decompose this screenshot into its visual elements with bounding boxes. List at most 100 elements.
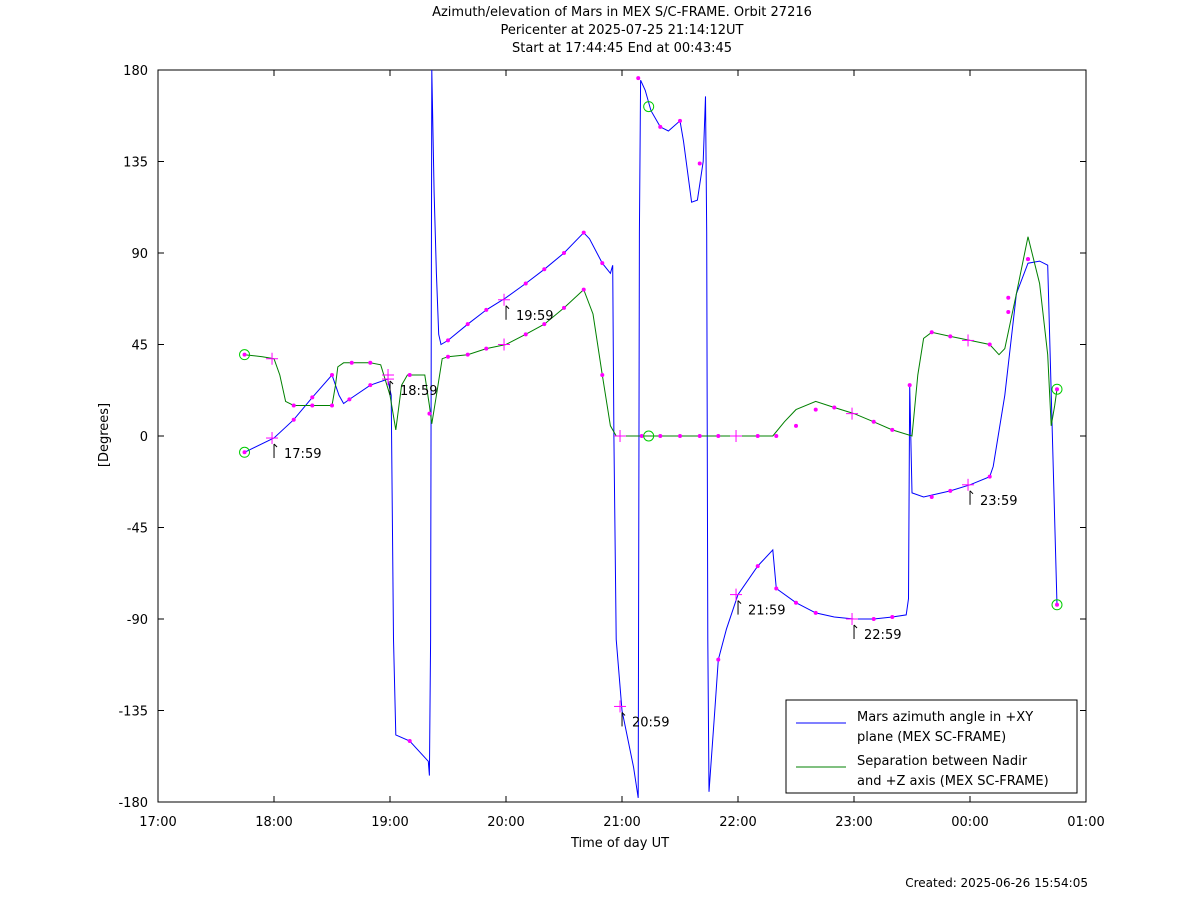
y-tick-label: 135 — [123, 156, 148, 171]
azimuth-marker — [871, 617, 876, 621]
separation-marker — [948, 334, 953, 339]
event-circle-marker — [1051, 599, 1063, 611]
azimuth-marker — [562, 251, 566, 255]
y-tick-label: -135 — [118, 705, 148, 720]
hour-label-arrow — [853, 624, 858, 629]
azimuth-marker — [890, 614, 895, 619]
azimuth-marker — [523, 281, 528, 286]
azimuth-marker — [368, 383, 373, 388]
event-circle-marker — [1051, 383, 1063, 395]
azimuth-marker — [1055, 602, 1059, 607]
azimuth-marker — [948, 488, 953, 493]
y-tick-label: 0 — [140, 430, 148, 445]
x-tick-label: 18:00 — [255, 815, 292, 830]
y-tick-label: -180 — [118, 796, 148, 811]
separation-marker — [987, 342, 992, 347]
separation-marker — [697, 434, 702, 438]
x-tick-label: 17:00 — [139, 815, 176, 830]
separation-marker — [871, 419, 876, 424]
separation-marker — [1006, 295, 1011, 300]
separation-marker — [755, 434, 760, 438]
chart-title-line-1: Azimuth/elevation of Mars in MEX S/C-FRA… — [432, 5, 812, 20]
y-tick-label: 180 — [123, 64, 148, 79]
axis-ticks: 17:00 18:00 19:00 20:00 21:00 22:00 23:00 00:00… — [118, 64, 1104, 830]
hour-label: 21:59 — [748, 604, 785, 619]
azimuth-marker — [794, 600, 798, 605]
azimuth-marker — [1006, 309, 1011, 314]
azimuth-marker — [636, 76, 641, 81]
legend: Mars azimuth angle in +XY plane (MEX SC-… — [785, 699, 1078, 794]
hour-label-arrow — [273, 443, 278, 448]
separation-marker — [581, 287, 586, 292]
separation-marker — [291, 403, 296, 408]
azimuth-marker — [755, 564, 760, 569]
legend-label-azimuth-line-2: plane (MEX SC-FRAME) — [857, 730, 1006, 745]
azimuth-marker — [678, 118, 682, 123]
separation-marker — [427, 411, 432, 416]
separation-marker — [349, 360, 354, 365]
hour-label: 20:59 — [632, 715, 669, 730]
separation-marker — [330, 403, 334, 408]
x-tick-label: 19:00 — [371, 815, 408, 830]
azimuth-marker — [465, 322, 470, 327]
hour-label: 19:59 — [516, 309, 553, 324]
hour-label-arrow — [505, 305, 510, 310]
separation-marker — [678, 434, 682, 438]
hour-label-arrow — [969, 490, 974, 495]
y-tick-label: -45 — [127, 522, 148, 537]
azimuth-marker — [242, 450, 247, 455]
x-tick-label: 01:00 — [1067, 815, 1104, 830]
chart-title-line-2: Pericenter at 2025-07-25 21:14:12UT — [500, 23, 744, 38]
y-tick-label: 45 — [131, 339, 148, 354]
azimuth-marker — [907, 383, 912, 388]
event-circle-marker — [239, 446, 251, 458]
separation-marker — [774, 434, 779, 438]
separation-marker — [890, 427, 895, 432]
series-line-azimuth — [244, 69, 1058, 798]
azimuth-marker — [716, 657, 721, 662]
separation-marker — [832, 405, 837, 410]
separation-marker — [368, 360, 373, 365]
azimuth-marker — [291, 417, 296, 422]
event-circle-marker — [239, 349, 251, 361]
azimuth-marker — [697, 161, 702, 166]
azimuth-marker — [407, 739, 412, 743]
hour-label-arrow — [621, 712, 626, 716]
x-tick-label: 22:00 — [719, 815, 756, 830]
series-layer — [244, 69, 1058, 798]
legend-label-separation-line-2: and +Z axis (MEX SC-FRAME) — [857, 774, 1049, 789]
separation-marker — [523, 332, 528, 337]
annotation-layer: 17:59 18:59 19:59 20:59 21:59 22:59 23:59 — [266, 293, 1017, 730]
azimuth-marker — [542, 267, 547, 272]
azimuth-marker — [600, 261, 605, 266]
azimuth-marker — [347, 397, 352, 402]
legend-box — [785, 699, 1078, 794]
y-tick-label: -90 — [127, 613, 148, 628]
separation-marker — [658, 434, 663, 438]
y-tick-label: 90 — [131, 247, 148, 262]
separation-marker — [600, 373, 605, 377]
hour-label: 17:59 — [284, 447, 321, 462]
separation-marker — [813, 407, 818, 412]
separation-marker — [1055, 387, 1059, 392]
x-tick-label: 20:00 — [487, 815, 524, 830]
hour-label: 22:59 — [864, 628, 901, 643]
azimuth-marker — [446, 338, 450, 343]
azimuth-marker — [310, 395, 315, 400]
separation-marker — [562, 305, 566, 310]
created-timestamp: Created: 2025-06-26 15:54:05 — [905, 876, 1088, 890]
separation-marker — [407, 373, 412, 377]
azimuth-marker — [813, 610, 818, 615]
separation-marker — [484, 346, 489, 351]
hour-label-arrow — [737, 600, 742, 604]
x-tick-label: 21:00 — [603, 815, 640, 830]
separation-marker — [242, 352, 247, 357]
azimuth-marker — [987, 474, 992, 479]
separation-marker — [639, 434, 644, 438]
hour-label: 23:59 — [980, 494, 1017, 509]
x-axis-label: Time of day UT — [570, 836, 670, 851]
separation-marker — [794, 423, 798, 428]
x-tick-label: 23:00 — [835, 815, 872, 830]
separation-marker — [446, 354, 450, 359]
